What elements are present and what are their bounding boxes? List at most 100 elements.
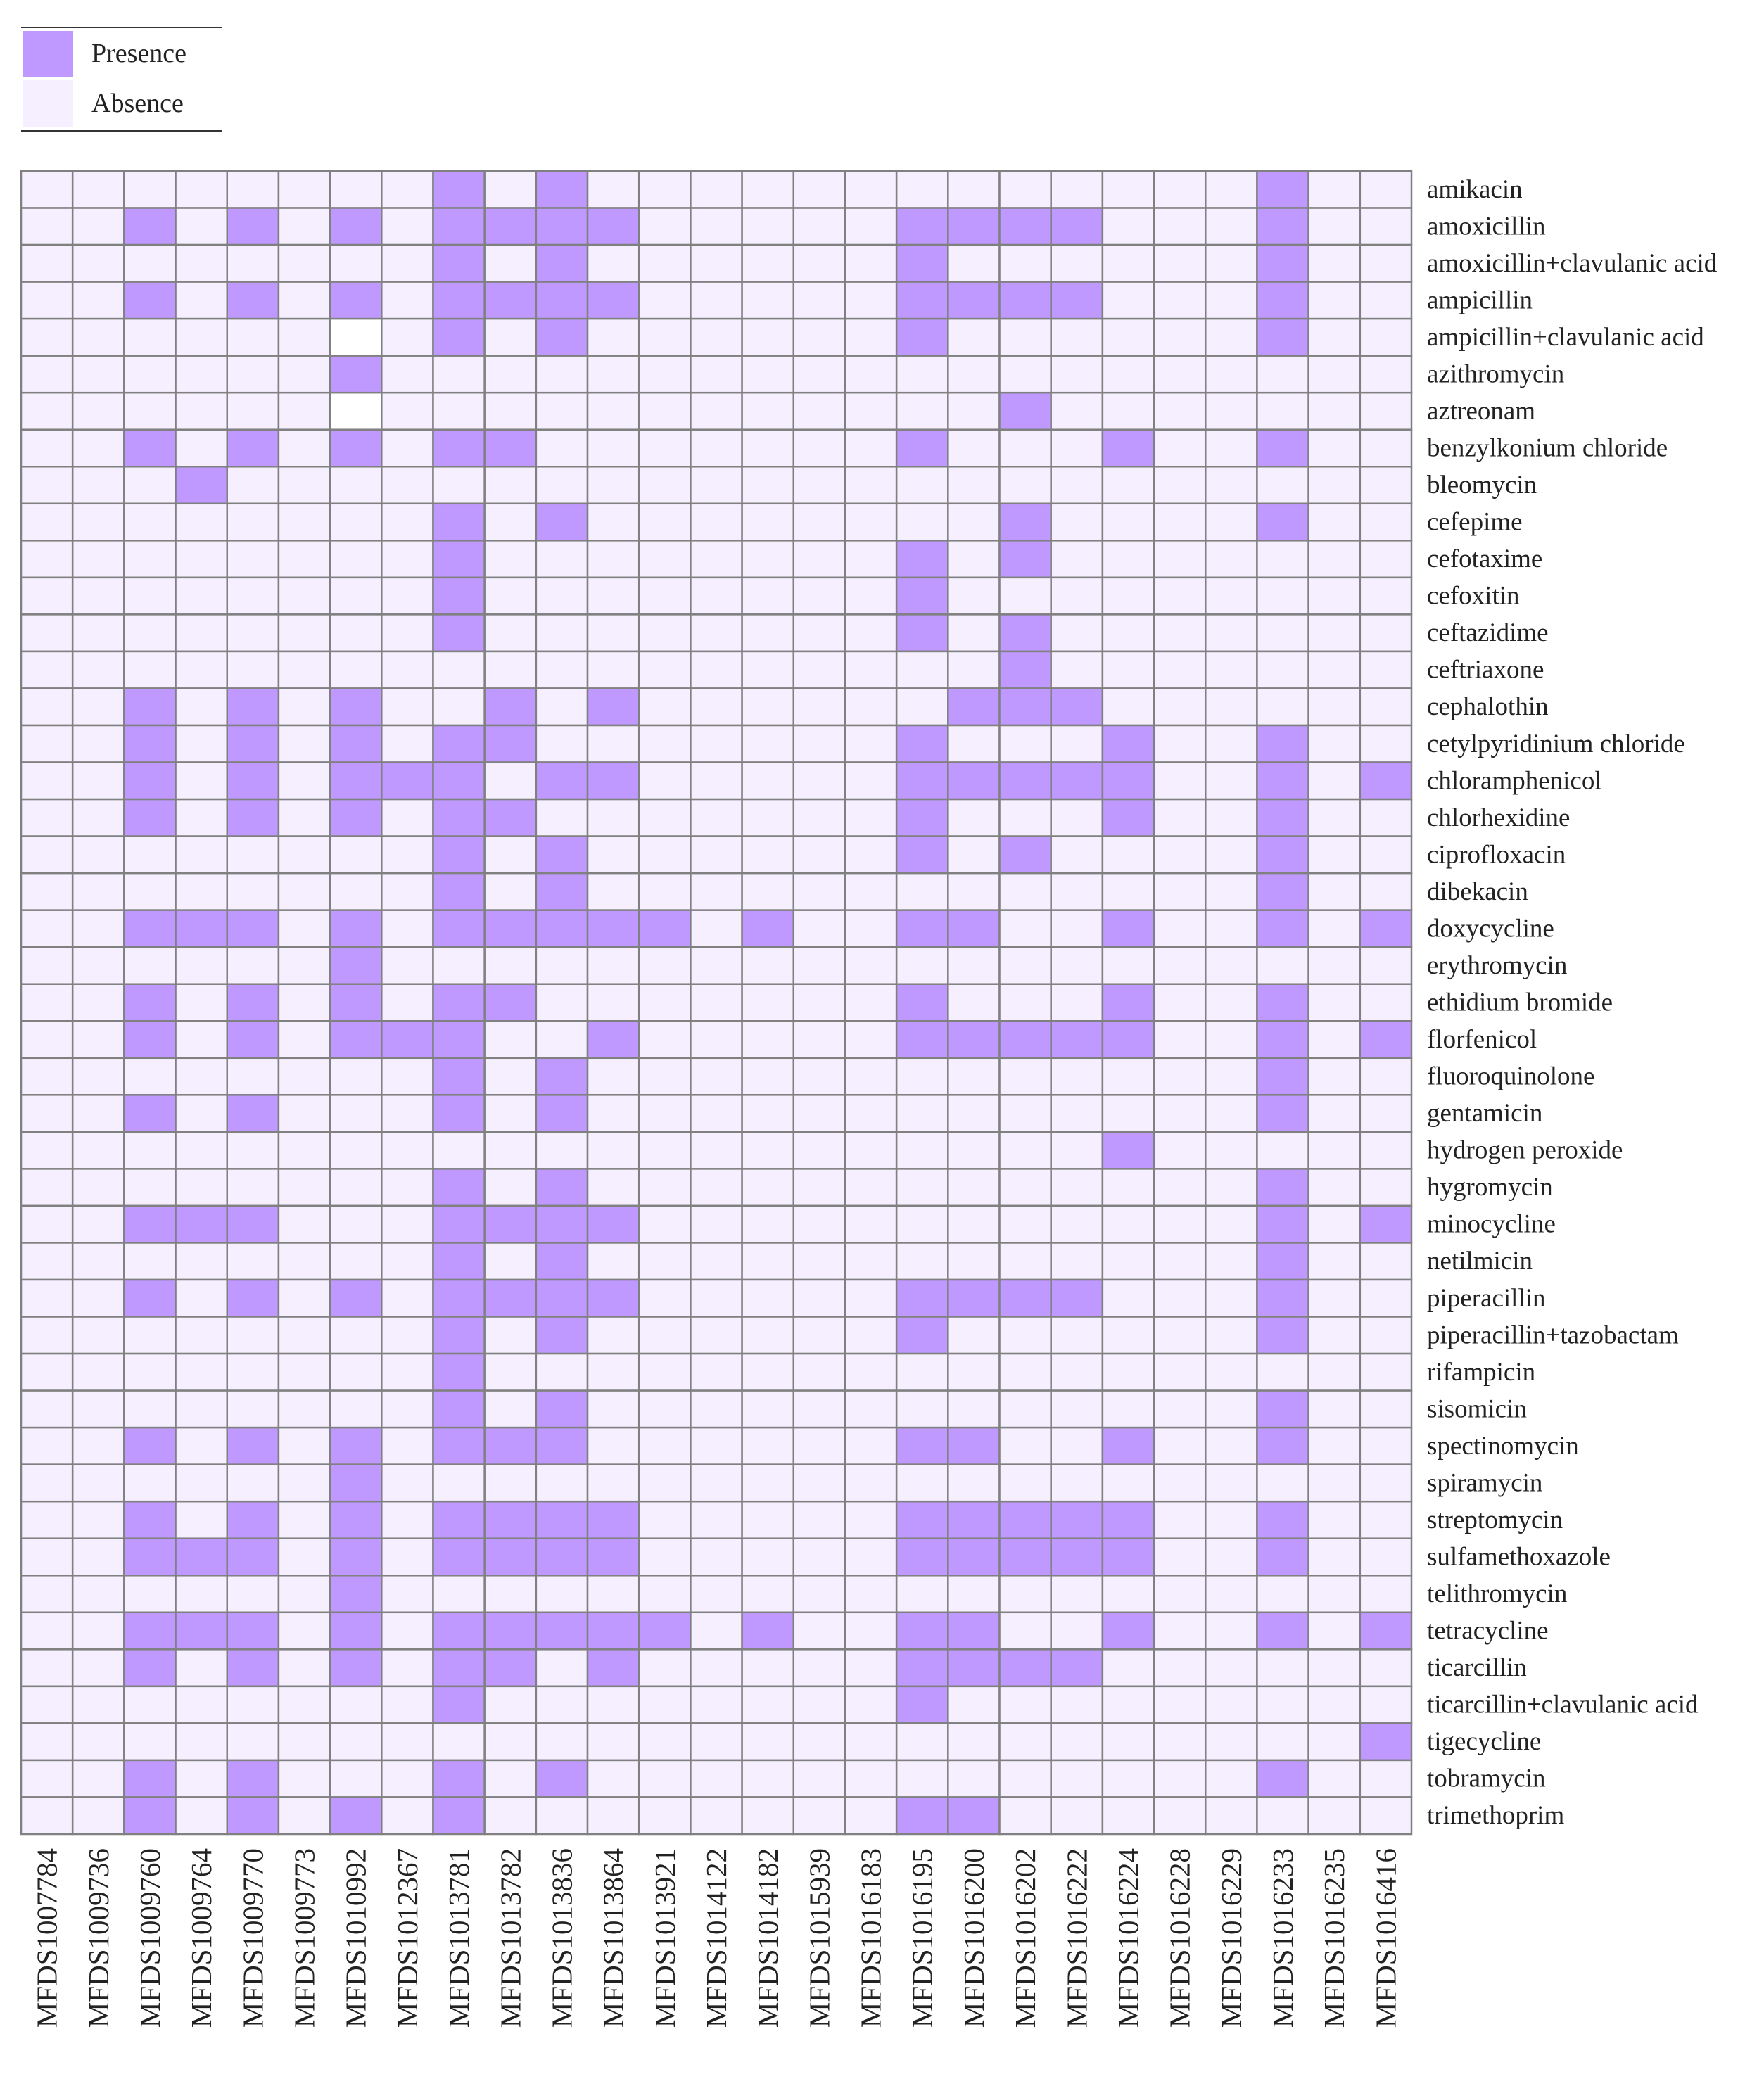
heatmap-cell [690,613,743,653]
heatmap-cell [690,1575,743,1614]
heatmap-cell [226,576,280,616]
heatmap-cell [432,576,486,616]
heatmap-cell [998,428,1052,468]
heatmap-cell [1101,1131,1155,1170]
heatmap-cell [381,355,434,394]
heatmap-cell [329,1426,383,1465]
heatmap-cell [123,1426,177,1465]
heatmap-cell [1307,761,1362,801]
heatmap-cell [226,724,280,763]
heatmap-cell [1359,1722,1413,1762]
heatmap-cell [175,1204,228,1244]
heatmap-cell [123,872,177,911]
heatmap-cell [1101,1500,1155,1539]
heatmap-cell [792,1648,846,1688]
heatmap-cell [947,502,1001,542]
heatmap-cell [123,540,177,579]
row-label: tobramycin [1427,1764,1546,1793]
heatmap-cell [277,1685,331,1724]
heatmap-cell [1153,391,1207,431]
heatmap-cell [1307,1168,1362,1207]
heatmap-cell [637,1020,692,1060]
heatmap-cell [123,1500,177,1539]
heatmap-cell [1153,355,1207,394]
heatmap-cell [792,281,846,320]
row-label: florfenicol [1427,1025,1537,1054]
heatmap-cell [637,1759,692,1798]
heatmap-cell [71,281,125,320]
heatmap-cell [535,687,589,727]
heatmap-cell [637,391,692,431]
heatmap-cell [277,1168,331,1207]
heatmap-cell [535,170,589,209]
heatmap-cell [741,391,795,431]
heatmap-cell [226,1426,280,1465]
heatmap-cell [1307,207,1362,246]
heatmap-cell [123,317,177,357]
heatmap-cell [947,207,1001,246]
heatmap-cell [277,1722,331,1762]
heatmap-cell [277,1204,331,1244]
heatmap-cell [637,1685,692,1724]
heatmap-cell [535,1352,589,1392]
heatmap-cell [1101,1759,1155,1798]
heatmap-cell [381,946,434,985]
heatmap-cell [844,650,898,689]
heatmap-cell [844,798,898,837]
heatmap-cell [1307,1611,1362,1651]
heatmap-cell [998,243,1052,283]
heatmap-cell [432,1426,486,1465]
row-label: ticarcillin [1427,1653,1527,1682]
heatmap-cell [226,1759,280,1798]
heatmap-cell [792,1389,846,1429]
heatmap-cell [20,207,74,246]
heatmap-cell [1205,1020,1258,1060]
heatmap-cell [1101,946,1155,985]
heatmap-cell [895,761,949,801]
heatmap-cell [1153,466,1207,505]
heatmap-cell [690,466,743,505]
heatmap-cell [1359,1278,1413,1318]
heatmap-cell [175,207,228,246]
heatmap-cell [1307,909,1362,948]
heatmap-cell [226,1168,280,1207]
heatmap-cell [1256,1389,1309,1429]
heatmap-cell [535,1685,589,1724]
heatmap-cell [844,1611,898,1651]
heatmap-cell [1050,1278,1104,1318]
heatmap-cell [71,170,125,209]
heatmap-cell [277,1057,331,1096]
heatmap-cell [1153,1204,1207,1244]
heatmap-cell [998,1094,1052,1133]
heatmap-cell [483,391,538,431]
heatmap-cell [1256,243,1309,283]
heatmap-cell [998,1575,1052,1614]
heatmap-cell [1050,1020,1104,1060]
heatmap-cell [1101,391,1155,431]
heatmap-cell [329,983,383,1022]
heatmap-cell [432,1316,486,1355]
heatmap-cell [1256,355,1309,394]
heatmap-cell [381,1537,434,1577]
heatmap-cell [483,1131,538,1170]
heatmap-cell [844,466,898,505]
heatmap-cell [586,391,640,431]
heatmap-cell [432,1242,486,1281]
row-label: aztreonam [1427,397,1535,426]
heatmap-cell [1359,1020,1413,1060]
heatmap-cell [1050,909,1104,948]
heatmap-cell [329,1759,383,1798]
heatmap-cell [586,835,640,875]
heatmap-cell [998,1685,1052,1724]
heatmap-cell [586,1722,640,1762]
heatmap-cell [586,724,640,763]
heatmap-cell [895,798,949,837]
heatmap-cell [175,355,228,394]
heatmap-cell [20,1057,74,1096]
heatmap-cell [535,1759,589,1798]
heatmap-cell [20,466,74,505]
heatmap-cell [792,1204,846,1244]
heatmap-cell [1205,1648,1258,1688]
heatmap-cell [1101,576,1155,616]
heatmap-cell [1101,1648,1155,1688]
